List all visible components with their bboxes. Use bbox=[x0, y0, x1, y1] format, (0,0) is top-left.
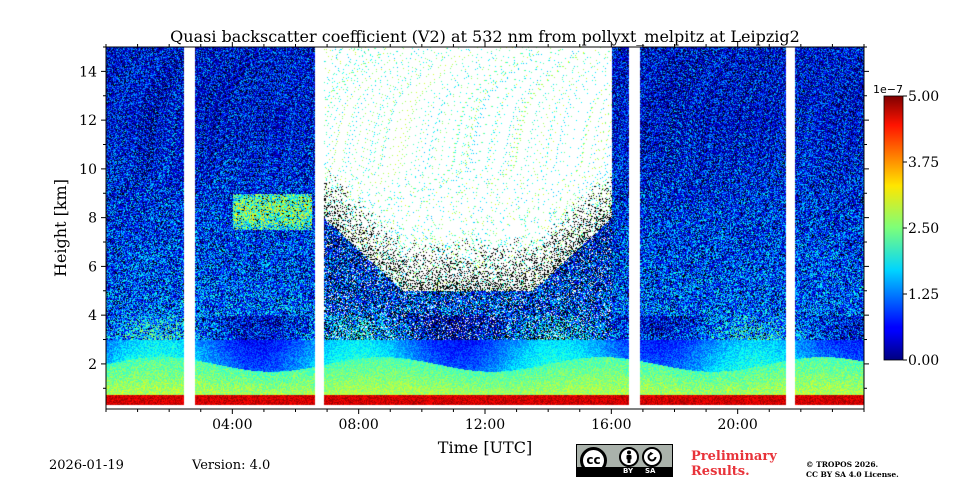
heatmap-raster bbox=[106, 47, 864, 409]
x-tick-label: 16:00 bbox=[591, 417, 631, 433]
x-tick-label: 08:00 bbox=[338, 417, 378, 433]
cc-license-badge: cc BY SA bbox=[576, 444, 673, 477]
copyright-line-2: CC BY SA 4.0 License. bbox=[806, 470, 899, 479]
badge-by-text: BY bbox=[623, 467, 634, 475]
y-tick-label: 12 bbox=[79, 113, 97, 129]
y-tick-label: 4 bbox=[88, 308, 97, 324]
chart-title: Quasi backscatter coefficient (V2) at 53… bbox=[170, 27, 800, 46]
colorbar-tick-label: 5.00 bbox=[908, 89, 939, 105]
by-person-icon bbox=[619, 447, 639, 467]
heatmap-plot-area bbox=[106, 47, 864, 409]
preliminary-line-2: Results. bbox=[691, 464, 750, 479]
y-axis-label: Height [km] bbox=[51, 179, 70, 277]
x-axis-label: Time [UTC] bbox=[438, 438, 532, 457]
copyright-notice: © TROPOS 2026. CC BY SA 4.0 License. bbox=[806, 460, 899, 480]
footer-version: Version: 4.0 bbox=[192, 458, 271, 473]
colorbar-tick-label: 2.50 bbox=[908, 221, 939, 237]
x-tick-label: 04:00 bbox=[212, 417, 252, 433]
colorbar-tick-label: 0.00 bbox=[908, 353, 939, 369]
y-tick-label: 8 bbox=[88, 211, 97, 227]
y-tick-label: 10 bbox=[79, 162, 97, 178]
colorbar-tick-label: 3.75 bbox=[908, 155, 939, 171]
footer-date: 2026-01-19 bbox=[49, 458, 124, 473]
y-tick-label: 6 bbox=[88, 259, 97, 275]
colorbar-axis: 0.00 1.25 2.50 3.75 5.00 bbox=[903, 89, 939, 369]
colorbar-exponent: 1e−7 bbox=[873, 83, 903, 96]
share-alike-icon bbox=[642, 447, 662, 467]
preliminary-line-1: Preliminary bbox=[691, 449, 777, 464]
y-tick-label: 14 bbox=[79, 64, 97, 80]
badge-strip bbox=[577, 467, 672, 476]
x-tick-label: 12:00 bbox=[465, 417, 505, 433]
y-axis: 2 4 6 8 10 12 14 bbox=[79, 46, 869, 389]
preliminary-notice: Preliminary Results. bbox=[691, 449, 777, 479]
x-axis: 04:00 08:00 12:00 16:00 20:00 bbox=[105, 42, 865, 433]
badge-sa-text: SA bbox=[645, 467, 656, 475]
x-tick-label: 20:00 bbox=[717, 417, 757, 433]
y-tick-label: 2 bbox=[88, 357, 97, 373]
colorbar bbox=[883, 95, 904, 361]
colorbar-tick-label: 1.25 bbox=[908, 287, 939, 303]
copyright-line-1: © TROPOS 2026. bbox=[806, 460, 879, 469]
